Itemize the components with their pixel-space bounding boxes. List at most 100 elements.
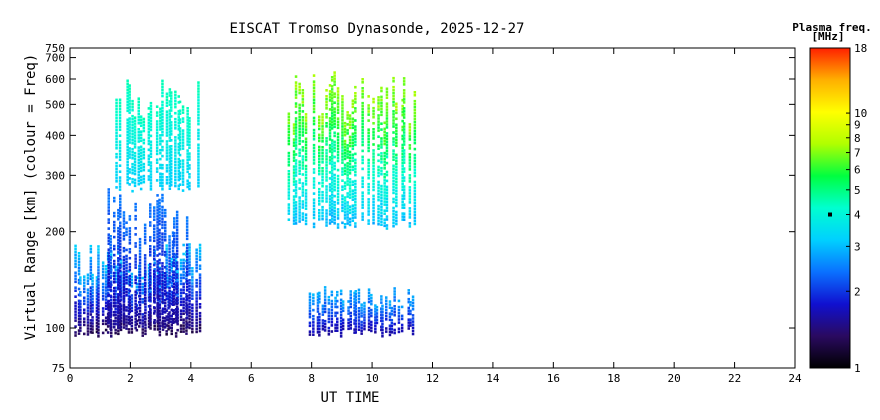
echo-mark xyxy=(165,101,169,104)
echo-mark xyxy=(198,306,202,309)
echo-mark xyxy=(336,123,340,127)
echo-mark xyxy=(330,139,334,142)
echo-mark xyxy=(185,279,189,283)
echo-mark xyxy=(77,317,81,320)
echo-mark xyxy=(158,246,161,250)
echo-mark xyxy=(173,273,176,277)
echo-mark xyxy=(176,307,179,311)
echo-mark xyxy=(118,107,122,111)
echo-mark xyxy=(89,295,93,298)
echo-mark xyxy=(400,317,404,321)
echo-mark xyxy=(153,321,156,324)
echo-mark xyxy=(346,210,349,213)
echo-mark xyxy=(409,321,412,324)
echo-mark xyxy=(385,311,388,315)
echo-mark xyxy=(153,300,156,303)
echo-mark xyxy=(330,181,334,184)
echo-mark xyxy=(336,329,339,332)
echo-mark xyxy=(109,240,112,244)
echo-mark xyxy=(333,71,336,74)
echo-mark xyxy=(149,110,153,114)
echo-mark xyxy=(110,335,113,338)
echo-mark xyxy=(107,236,110,239)
echo-mark xyxy=(361,119,364,123)
echo-mark xyxy=(159,119,162,122)
echo-mark xyxy=(175,264,179,267)
echo-mark xyxy=(339,298,343,302)
echo-mark xyxy=(380,152,383,155)
echo-mark xyxy=(327,311,331,314)
echo-mark xyxy=(383,221,386,225)
echo-mark xyxy=(117,299,120,302)
echo-mark xyxy=(372,122,375,125)
echo-mark xyxy=(333,206,336,210)
echo-mark xyxy=(122,273,126,277)
echo-mark xyxy=(361,191,364,194)
echo-mark xyxy=(186,122,189,125)
echo-mark xyxy=(330,318,334,321)
echo-mark xyxy=(195,254,198,258)
echo-mark xyxy=(165,140,169,143)
echo-mark xyxy=(159,172,162,176)
echo-mark xyxy=(294,207,298,210)
echo-mark xyxy=(395,129,398,133)
echo-mark xyxy=(298,151,301,155)
echo-mark xyxy=(119,323,122,327)
echo-mark xyxy=(130,318,134,322)
echo-mark xyxy=(186,161,189,164)
echo-mark xyxy=(128,111,131,114)
echo-mark xyxy=(392,149,395,152)
echo-mark xyxy=(107,242,110,245)
echo-mark xyxy=(402,131,406,134)
echo-mark xyxy=(161,127,164,131)
echo-mark xyxy=(149,319,152,323)
echo-mark xyxy=(354,207,357,210)
echo-mark xyxy=(115,161,118,165)
echo-mark xyxy=(128,183,131,186)
echo-mark xyxy=(181,147,185,150)
echo-mark xyxy=(178,145,182,148)
echo-mark xyxy=(383,203,386,206)
echo-mark xyxy=(107,278,110,282)
echo-mark xyxy=(175,291,179,294)
echo-mark xyxy=(188,305,191,309)
echo-mark xyxy=(182,300,185,303)
echo-mark xyxy=(375,309,379,312)
echo-mark xyxy=(304,116,308,119)
echo-mark xyxy=(131,162,134,166)
echo-mark xyxy=(179,282,183,286)
echo-mark xyxy=(149,268,152,272)
echo-mark xyxy=(119,295,123,298)
echo-mark xyxy=(198,317,202,321)
echo-mark xyxy=(328,138,332,141)
echo-mark xyxy=(318,163,321,167)
echo-mark xyxy=(336,102,340,105)
echo-mark xyxy=(354,319,357,322)
echo-mark xyxy=(395,189,398,193)
echo-mark xyxy=(161,199,164,203)
echo-mark xyxy=(367,110,370,113)
echo-mark xyxy=(372,170,375,173)
echo-mark xyxy=(175,317,179,321)
echo-mark xyxy=(301,119,305,122)
echo-mark xyxy=(348,165,352,169)
echo-mark xyxy=(119,271,123,274)
echo-mark xyxy=(198,279,202,282)
echo-mark xyxy=(156,218,159,221)
echo-mark xyxy=(348,193,352,196)
echo-mark xyxy=(147,325,151,329)
echo-mark xyxy=(348,181,352,184)
echo-mark xyxy=(325,209,328,212)
echo-mark xyxy=(83,278,86,281)
echo-mark xyxy=(138,270,142,274)
echo-mark xyxy=(134,308,137,312)
echo-mark xyxy=(318,187,321,191)
echo-mark xyxy=(392,212,395,216)
echo-mark xyxy=(128,215,132,218)
echo-mark xyxy=(357,316,361,319)
echo-mark xyxy=(182,321,185,324)
echo-mark xyxy=(325,137,328,140)
echo-mark xyxy=(343,214,347,217)
echo-mark xyxy=(298,214,301,217)
echo-mark xyxy=(298,208,301,211)
